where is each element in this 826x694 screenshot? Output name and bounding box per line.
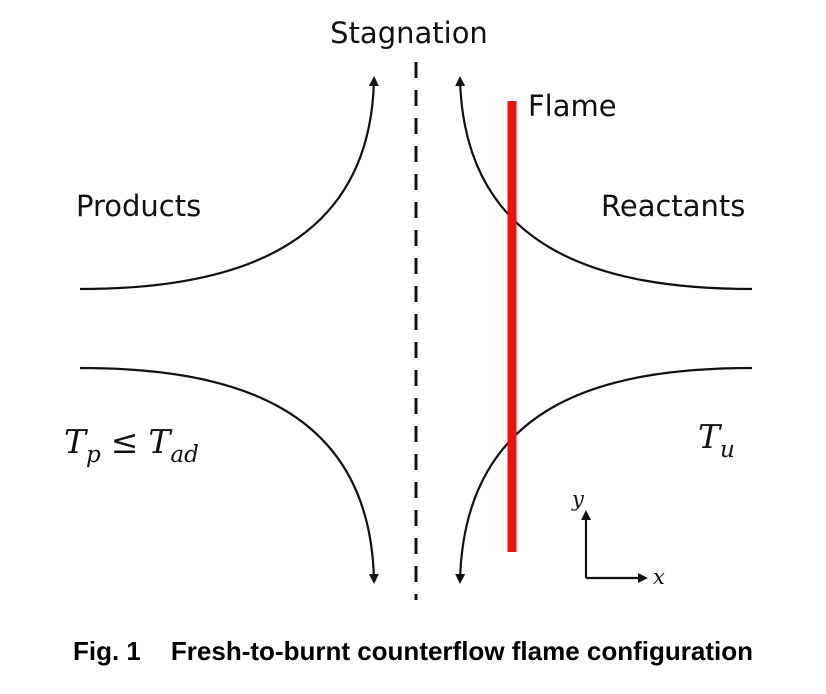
figure-caption: Fig. 1 Fresh-to-burnt counterflow flame c… xyxy=(0,636,826,667)
products-temperature: Tp ≤ Tad xyxy=(64,422,199,468)
tu-subscript: u xyxy=(720,437,735,463)
y-axis-label: y xyxy=(571,487,585,511)
tu-symbol: T xyxy=(698,417,723,456)
tp-symbol: T xyxy=(64,422,89,461)
tad-symbol: T xyxy=(148,422,173,461)
figure-number: Fig. 1 xyxy=(73,636,141,666)
streamline-bottom-left xyxy=(79,366,379,584)
stagnation-label: Stagnation xyxy=(330,16,488,50)
figure-caption-text: Fresh-to-burnt counterflow flame configu… xyxy=(170,636,753,666)
streamline-bottom-right xyxy=(455,366,753,584)
leq-symbol: ≤ xyxy=(111,422,139,461)
x-axis-label: x xyxy=(653,565,665,589)
tad-subscript: ad xyxy=(170,442,198,468)
tp-subscript: p xyxy=(86,442,101,468)
products-label: Products xyxy=(76,189,201,223)
reactants-temperature: Tu xyxy=(698,417,735,463)
flame-label: Flame xyxy=(528,89,617,123)
streamline-top-left xyxy=(79,76,379,291)
streamline-top-right xyxy=(455,76,753,291)
reactants-label: Reactants xyxy=(601,189,745,223)
